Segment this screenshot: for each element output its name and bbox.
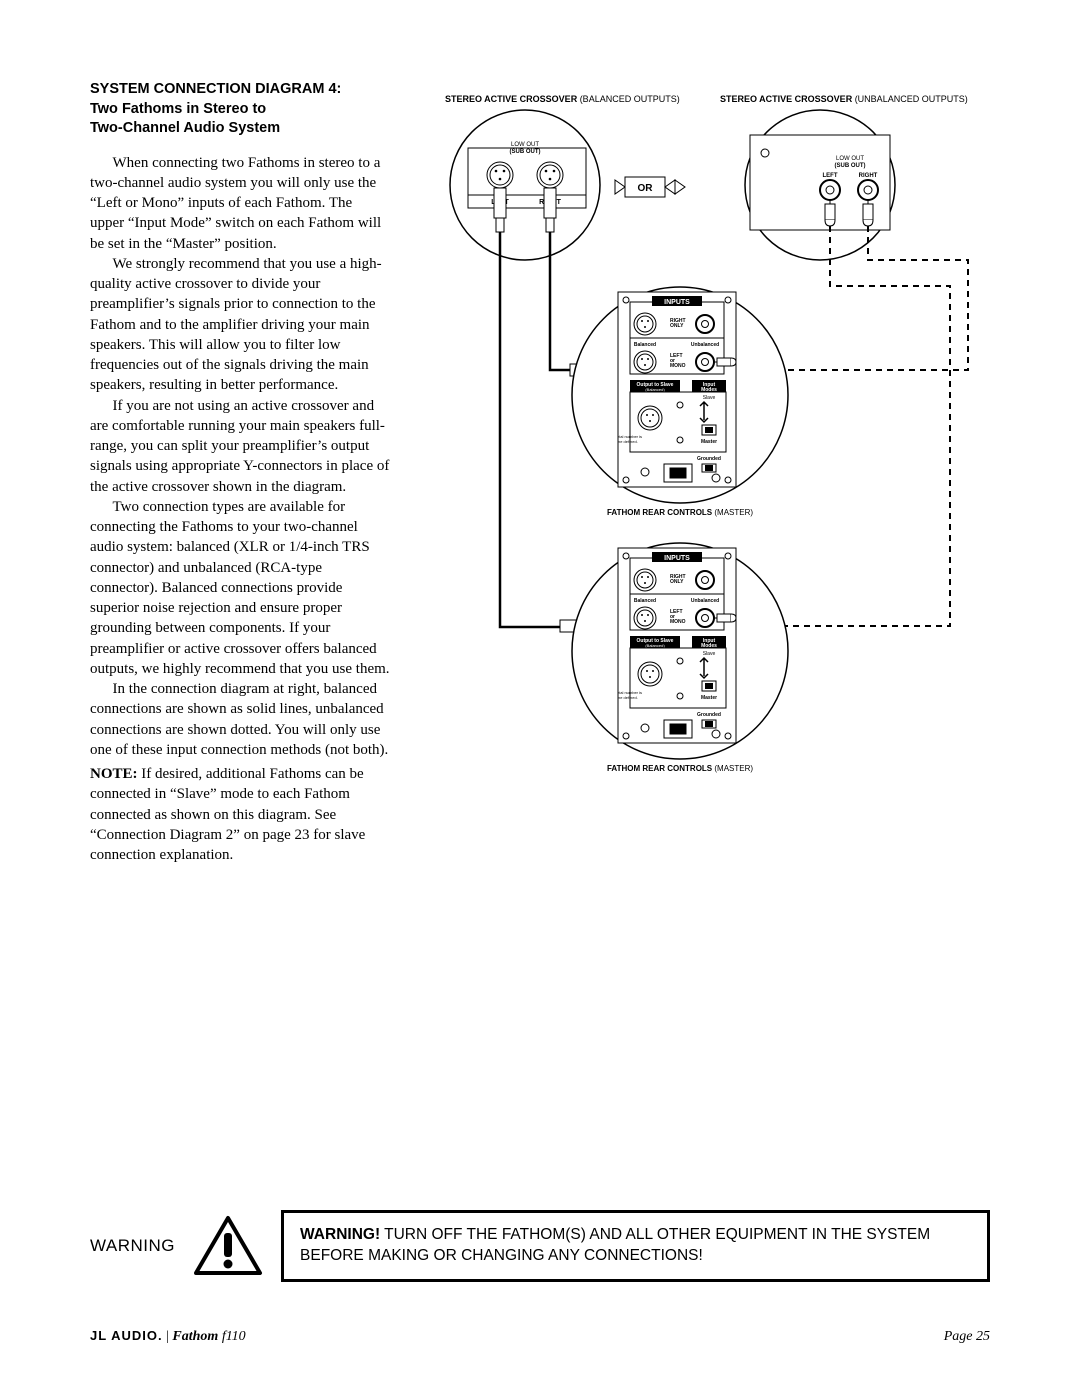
rca-plug-r	[863, 200, 873, 226]
heading-line1: SYSTEM CONNECTION DIAGRAM 4:	[90, 81, 341, 97]
xlr-slave-out-1	[638, 406, 662, 430]
balanced-device	[468, 148, 586, 208]
svg-text:Grounded: Grounded	[697, 712, 721, 718]
paragraph-4: Two connection types are available for c…	[90, 497, 390, 679]
warning-bold: WARNING!	[300, 1226, 380, 1243]
note-paragraph: NOTE: If desired, additional Fathoms can…	[90, 764, 390, 865]
svg-text:Balanced: Balanced	[634, 598, 656, 604]
screw-tl	[761, 149, 769, 157]
paragraph-3: If you are not using an active crossover…	[90, 396, 390, 497]
rca-right	[858, 180, 878, 200]
diagram-column: STEREO ACTIVE CROSSOVER (BALANCED OUTPUT…	[420, 80, 990, 865]
rca-plug-in-1	[714, 358, 736, 366]
rca-left	[820, 180, 840, 200]
model-num: f110	[218, 1329, 245, 1344]
paragraph-1: When connecting two Fathoms in stereo to…	[90, 153, 390, 254]
svg-text:Unbalanced: Unbalanced	[691, 598, 719, 604]
fathom-2-group: INPUTS RIGHTONLY Balanced Unbalanced LEF…	[572, 543, 788, 773]
xlr-right-out	[537, 162, 563, 188]
heading-line2: Two Fathoms in Stereo to	[90, 101, 266, 117]
rca-plug-l	[825, 200, 835, 226]
label-master-1: Master	[701, 439, 717, 445]
brand: JL AUDIO	[90, 1328, 163, 1343]
xlr-left-out	[487, 162, 513, 188]
content-row: SYSTEM CONNECTION DIAGRAM 4: Two Fathoms…	[90, 80, 990, 865]
label-lowout-l: LOW OUT	[511, 142, 539, 148]
paragraph-5: In the connection diagram at right, bala…	[90, 679, 390, 760]
warning-row: WARNING WARNING! TURN OFF THE FATHOM(S) …	[90, 1210, 990, 1282]
svg-text:Slave: Slave	[703, 651, 716, 657]
label-inputmodes-1: InputModes	[701, 382, 717, 393]
or-box: OR	[615, 177, 685, 197]
label-rear-1: FATHOM REAR CONTROLS (MASTER)	[607, 508, 753, 517]
text-column: SYSTEM CONNECTION DIAGRAM 4: Two Fathoms…	[90, 80, 390, 865]
label-unbal-1: Unbalanced	[691, 342, 719, 348]
label-right-2: RIGHT	[859, 173, 878, 179]
svg-text:(Balanced): (Balanced)	[645, 643, 665, 648]
xlr-right-in-1	[634, 313, 656, 335]
xlr-left-in-1	[634, 351, 656, 373]
svg-text:Master: Master	[701, 695, 717, 701]
warning-triangle-icon	[193, 1215, 263, 1277]
label-subout-r: (SUB OUT)	[835, 163, 866, 169]
page-number: Page 25	[944, 1329, 990, 1345]
warning-box: WARNING! TURN OFF THE FATHOM(S) AND ALL …	[281, 1210, 990, 1282]
label-slave-1: Slave	[703, 395, 716, 401]
section-heading: SYSTEM CONNECTION DIAGRAM 4: Two Fathoms…	[90, 80, 390, 139]
svg-text:InputModes: InputModes	[701, 638, 717, 649]
label-lowout-r: LOW OUT	[836, 156, 864, 162]
fathom-1-group: INPUTS RIGHTONLY Balanced Unbalanced LEF…	[572, 287, 788, 517]
label-balsmall-1: (Balanced)	[645, 387, 665, 392]
footer-left: JL AUDIO | Fathom f110	[90, 1328, 246, 1345]
footer: JL AUDIO | Fathom f110 Page 25	[90, 1328, 990, 1345]
warning-text: TURN OFF THE FATHOM(S) AND ALL OTHER EQU…	[300, 1226, 930, 1264]
label-grounded-1: Grounded	[697, 456, 721, 462]
connection-diagram: STEREO ACTIVE CROSSOVER (BALANCED OUTPUT…	[420, 80, 990, 780]
label-subout-l: (SUB OUT)	[510, 149, 541, 155]
label-left-2: LEFT	[823, 173, 838, 179]
label-bal-crossover: STEREO ACTIVE CROSSOVER (BALANCED OUTPUT…	[445, 94, 680, 104]
svg-text:FATHOM REAR CONTROLS (MASTER): FATHOM REAR CONTROLS (MASTER)	[607, 764, 753, 773]
paragraph-2: We strongly recommend that you use a hig…	[90, 254, 390, 396]
label-inputs-1: INPUTS	[664, 299, 690, 306]
footer-sep: |	[163, 1329, 173, 1344]
label-rightonly-1: RIGHTONLY	[670, 318, 686, 329]
model-name: Fathom	[172, 1329, 218, 1344]
note-label: NOTE:	[90, 766, 138, 782]
page: SYSTEM CONNECTION DIAGRAM 4: Two Fathoms…	[0, 0, 1080, 1397]
svg-text:INPUTS: INPUTS	[664, 555, 690, 562]
label-unbal-crossover: STEREO ACTIVE CROSSOVER (UNBALANCED OUTP…	[720, 94, 968, 104]
label-bal-1: Balanced	[634, 342, 656, 348]
warning-word: WARNING	[90, 1236, 175, 1256]
label-or: OR	[638, 183, 654, 194]
heading-line3: Two-Channel Audio System	[90, 120, 280, 136]
svg-text:RIGHTONLY: RIGHTONLY	[670, 574, 686, 585]
